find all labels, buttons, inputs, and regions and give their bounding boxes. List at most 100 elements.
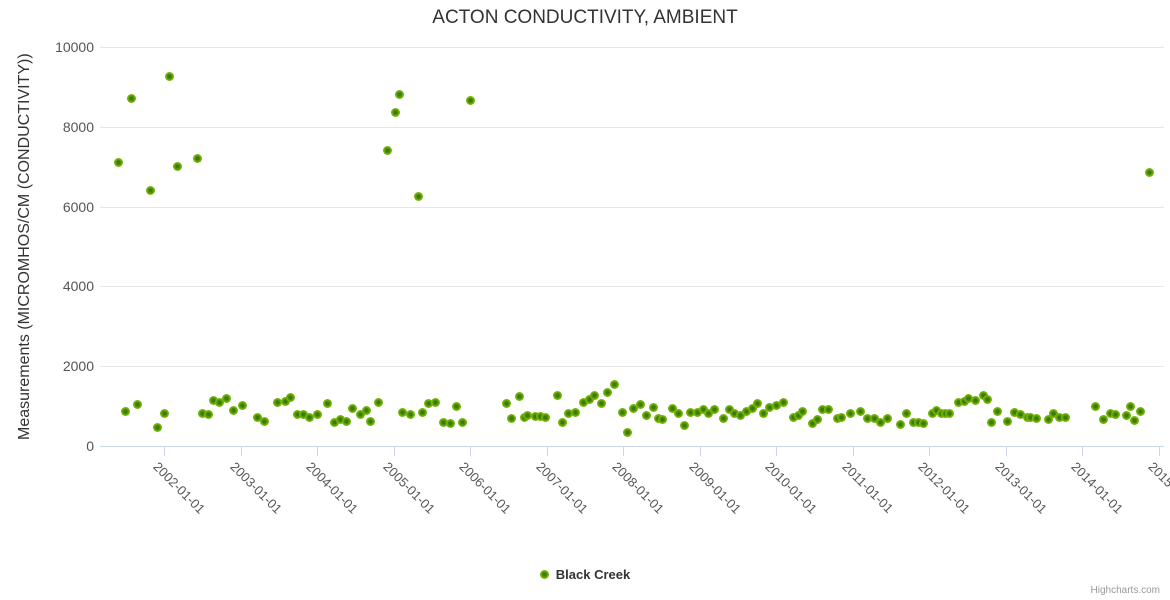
data-point[interactable] xyxy=(589,390,599,400)
data-point[interactable] xyxy=(312,409,322,419)
data-point[interactable] xyxy=(413,192,423,202)
data-point[interactable] xyxy=(710,404,720,414)
data-point[interactable] xyxy=(617,407,627,417)
data-point[interactable] xyxy=(145,186,155,196)
data-point[interactable] xyxy=(228,405,238,415)
data-point[interactable] xyxy=(214,397,224,407)
data-point[interactable] xyxy=(982,394,992,404)
data-point[interactable] xyxy=(552,390,562,400)
data-point[interactable] xyxy=(971,395,981,405)
data-point[interactable] xyxy=(329,417,339,427)
data-point[interactable] xyxy=(165,72,175,82)
data-point[interactable] xyxy=(1099,414,1109,424)
data-point[interactable] xyxy=(1055,412,1065,422)
data-point[interactable] xyxy=(798,406,808,416)
data-point[interactable] xyxy=(855,406,865,416)
data-point[interactable] xyxy=(635,399,645,409)
data-point[interactable] xyxy=(204,409,214,419)
data-point[interactable] xyxy=(424,398,434,408)
data-point[interactable] xyxy=(869,413,879,423)
data-point[interactable] xyxy=(208,395,218,405)
data-point[interactable] xyxy=(945,408,955,418)
data-point[interactable] xyxy=(1026,412,1036,422)
data-point[interactable] xyxy=(679,420,689,430)
data-point[interactable] xyxy=(824,404,834,414)
data-point[interactable] xyxy=(298,409,308,419)
data-point[interactable] xyxy=(514,391,524,401)
data-point[interactable] xyxy=(788,412,798,422)
data-point[interactable] xyxy=(908,417,918,427)
data-point[interactable] xyxy=(1135,406,1145,416)
data-point[interactable] xyxy=(557,417,567,427)
data-point[interactable] xyxy=(192,154,202,164)
data-point[interactable] xyxy=(883,413,893,423)
data-point[interactable] xyxy=(793,410,803,420)
highcharts-credits-link[interactable]: Highcharts.com xyxy=(1090,585,1160,596)
data-point[interactable] xyxy=(603,388,613,398)
data-point[interactable] xyxy=(285,392,295,402)
data-point[interactable] xyxy=(1122,410,1132,420)
data-point[interactable] xyxy=(735,410,745,420)
data-point[interactable] xyxy=(718,413,728,423)
data-point[interactable] xyxy=(430,397,440,407)
data-point[interactable] xyxy=(132,399,142,409)
data-point[interactable] xyxy=(159,408,169,418)
data-point[interactable] xyxy=(530,411,540,421)
data-point[interactable] xyxy=(703,408,713,418)
data-point[interactable] xyxy=(596,398,606,408)
data-point[interactable] xyxy=(692,407,702,417)
data-point[interactable] xyxy=(752,398,762,408)
data-point[interactable] xyxy=(253,412,263,422)
data-point[interactable] xyxy=(1049,408,1059,418)
data-point[interactable] xyxy=(987,417,997,427)
data-point[interactable] xyxy=(1130,415,1140,425)
data-point[interactable] xyxy=(959,396,969,406)
data-point[interactable] xyxy=(741,406,751,416)
data-point[interactable] xyxy=(1090,401,1100,411)
data-point[interactable] xyxy=(564,408,574,418)
data-point[interactable] xyxy=(1125,401,1135,411)
data-point[interactable] xyxy=(953,397,963,407)
data-point[interactable] xyxy=(1016,409,1026,419)
data-point[interactable] xyxy=(120,406,130,416)
data-point[interactable] xyxy=(365,416,375,426)
data-point[interactable] xyxy=(673,408,683,418)
data-point[interactable] xyxy=(648,402,658,412)
data-point[interactable] xyxy=(812,414,822,424)
data-point[interactable] xyxy=(126,94,136,104)
data-point[interactable] xyxy=(197,408,207,418)
data-point[interactable] xyxy=(523,410,533,420)
data-point[interactable] xyxy=(667,403,677,413)
data-point[interactable] xyxy=(1060,412,1070,422)
data-point[interactable] xyxy=(699,404,709,414)
data-point[interactable] xyxy=(653,413,663,423)
data-point[interactable] xyxy=(978,390,988,400)
data-point[interactable] xyxy=(383,146,393,156)
data-point[interactable] xyxy=(895,419,905,429)
data-point[interactable] xyxy=(992,406,1002,416)
data-point[interactable] xyxy=(609,380,619,390)
data-point[interactable] xyxy=(113,158,123,168)
data-point[interactable] xyxy=(259,416,269,426)
data-point[interactable] xyxy=(570,407,580,417)
data-point[interactable] xyxy=(778,397,788,407)
data-point[interactable] xyxy=(341,416,351,426)
data-point[interactable] xyxy=(373,397,383,407)
data-point[interactable] xyxy=(361,405,371,415)
data-point[interactable] xyxy=(686,407,696,417)
data-point[interactable] xyxy=(837,412,847,422)
data-point[interactable] xyxy=(355,409,365,419)
data-point[interactable] xyxy=(417,407,427,417)
data-point[interactable] xyxy=(771,400,781,410)
data-point[interactable] xyxy=(305,412,315,422)
data-point[interactable] xyxy=(323,398,333,408)
data-point[interactable] xyxy=(458,417,468,427)
data-point[interactable] xyxy=(1110,409,1120,419)
data-point[interactable] xyxy=(541,412,551,422)
data-point[interactable] xyxy=(845,408,855,418)
data-point[interactable] xyxy=(1105,408,1115,418)
data-point[interactable] xyxy=(747,403,757,413)
data-point[interactable] xyxy=(465,96,475,106)
data-point[interactable] xyxy=(335,414,345,424)
data-point[interactable] xyxy=(622,427,632,437)
